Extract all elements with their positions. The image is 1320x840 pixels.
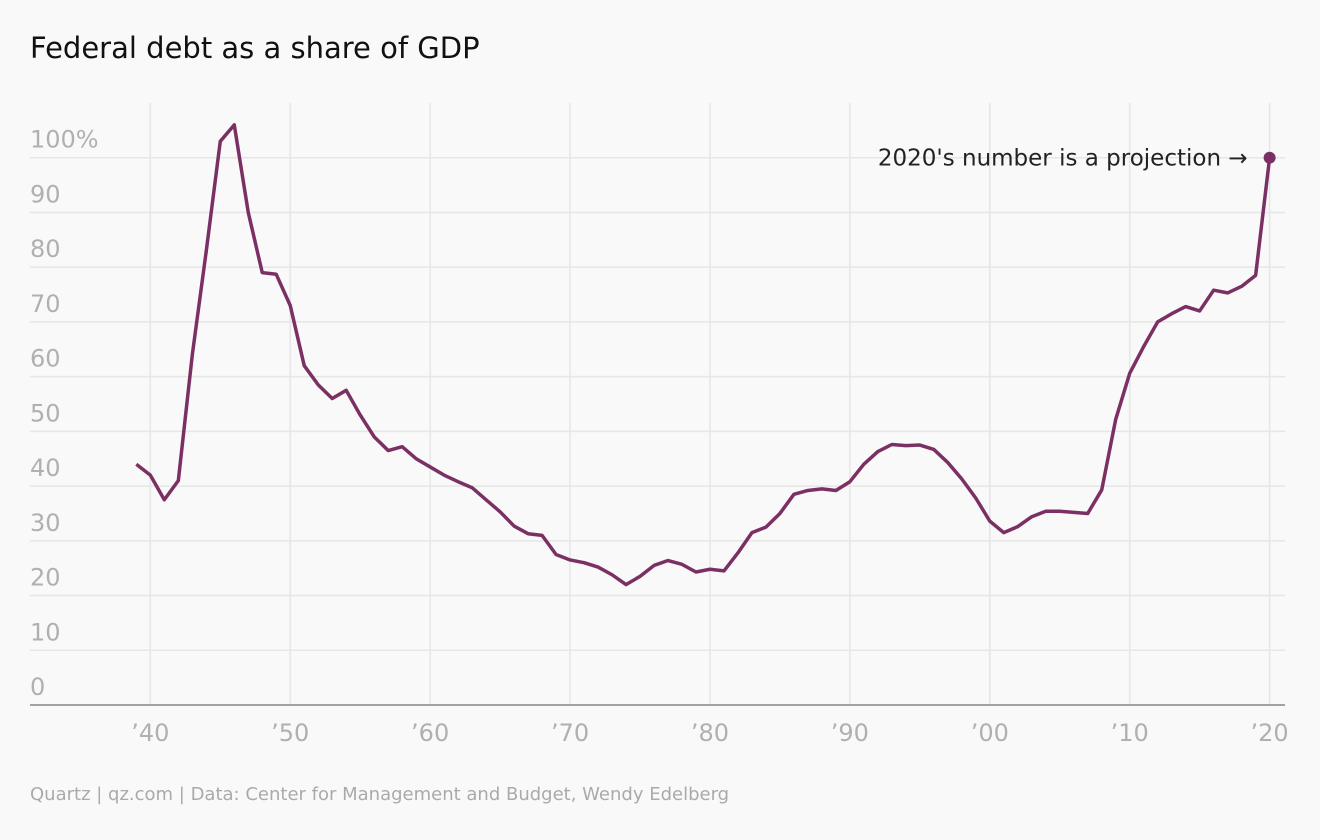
y-tick-label: 30 — [30, 509, 61, 537]
y-tick-label: 90 — [30, 180, 61, 208]
y-tick-label: 40 — [30, 454, 61, 482]
x-tick-label: ’00 — [971, 719, 1009, 747]
x-tick-label: ’50 — [271, 719, 309, 747]
data-line — [135, 123, 1272, 587]
y-tick-label: 50 — [30, 399, 61, 427]
y-tick-label: 10 — [30, 618, 61, 646]
source: Quartz | qz.com | Data: Center for Manag… — [30, 784, 729, 805]
x-tick-label: ’40 — [131, 719, 169, 747]
x-tick-label: ’20 — [1251, 719, 1289, 747]
x-tick-label: ’70 — [551, 719, 589, 747]
y-tick-label: 0 — [30, 673, 45, 701]
x-tick-label: ’60 — [411, 719, 449, 747]
y-tick-label: 60 — [30, 345, 61, 373]
y-tick-label: 80 — [30, 235, 61, 263]
y-tick-label: 20 — [30, 564, 61, 592]
y-tick-label: 100% — [30, 126, 99, 154]
annotation: 2020's number is a projection → — [878, 146, 1248, 172]
chart-title: Federal debt as a share of GDP — [30, 31, 480, 65]
y-tick-label: 70 — [30, 290, 61, 318]
end-point — [1263, 151, 1276, 164]
x-tick-label: ’10 — [1111, 719, 1149, 747]
x-tick-label: ’80 — [691, 719, 729, 747]
x-tick-label: ’90 — [831, 719, 869, 747]
